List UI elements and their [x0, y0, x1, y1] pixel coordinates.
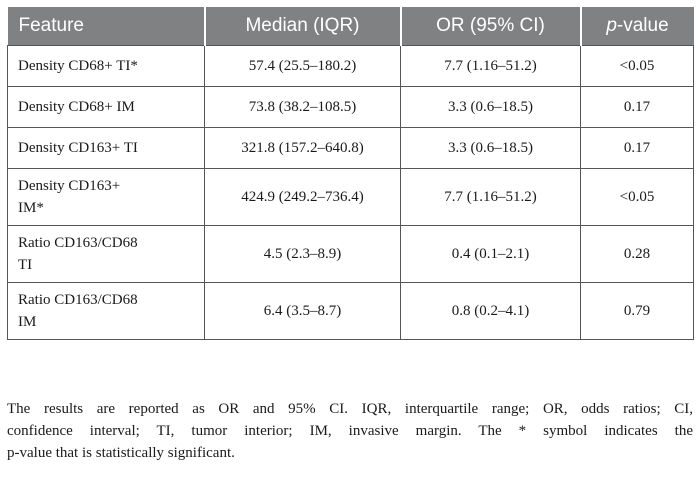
feature-line1: Ratio CD163/CD68 [18, 235, 138, 251]
or-cell: 0.8 (0.2–4.1) [400, 282, 581, 340]
or-cell: 7.7 (1.16–51.2) [400, 168, 581, 226]
median-cell: 57.4 (25.5–180.2) [204, 45, 401, 87]
header-p-value: p-value [580, 7, 694, 46]
feature-line1: Ratio CD163/CD68 [18, 292, 138, 308]
feature-cell: Density CD68+ TI* [7, 45, 205, 87]
header-or-ci: OR (95% CI) [400, 7, 582, 46]
table-row: Density CD68+ IM 73.8 (38.2–108.5) 3.3 (… [7, 86, 694, 128]
table-footnote: The results are reported as OR and 95% C… [7, 398, 693, 464]
feature-cell: Ratio CD163/CD68 TI [7, 225, 205, 283]
header-median-iqr: Median (IQR) [204, 7, 402, 46]
p-value-cell: <0.05 [580, 45, 694, 87]
p-value-cell: <0.05 [580, 168, 694, 226]
median-cell: 321.8 (157.2–640.8) [204, 127, 401, 169]
header-p-value-label: value [623, 15, 669, 36]
footnote-line3: p-value that is statistically significan… [7, 445, 235, 461]
median-cell: 4.5 (2.3–8.9) [204, 225, 401, 283]
feature-cell: Ratio CD163/CD68 IM [7, 282, 205, 340]
header-feature: Feature [7, 7, 206, 46]
feature-line1: Density CD68+ TI* [18, 58, 138, 74]
table-row: Ratio CD163/CD68 IM 6.4 (3.5–8.7) 0.8 (0.… [7, 282, 694, 340]
feature-line2: IM [18, 314, 37, 330]
feature-line1: Density CD163+ TI [18, 140, 138, 156]
table-row: Ratio CD163/CD68 TI 4.5 (2.3–8.9) 0.4 (0.… [7, 225, 694, 283]
feature-cell: Density CD163+ IM* [7, 168, 205, 226]
feature-cell: Density CD68+ IM [7, 86, 205, 128]
header-p-separator: - [616, 15, 624, 36]
table-header-row: Feature Median (IQR) OR (95% CI) p-value [7, 7, 694, 46]
table-row: Density CD68+ TI* 57.4 (25.5–180.2) 7.7 … [7, 45, 694, 87]
results-table-container: Feature Median (IQR) OR (95% CI) p-value… [7, 7, 694, 340]
or-cell: 3.3 (0.6–18.5) [400, 127, 581, 169]
p-value-cell: 0.17 [580, 127, 694, 169]
p-value-cell: 0.28 [580, 225, 694, 283]
table-row: Density CD163+ TI 321.8 (157.2–640.8) 3.… [7, 127, 694, 169]
feature-line2: IM* [18, 200, 44, 216]
results-table: Feature Median (IQR) OR (95% CI) p-value… [7, 7, 694, 340]
median-cell: 424.9 (249.2–736.4) [204, 168, 401, 226]
median-cell: 6.4 (3.5–8.7) [204, 282, 401, 340]
or-cell: 7.7 (1.16–51.2) [400, 45, 581, 87]
footnote-line2: confidence interval; TI, tumor interior;… [7, 423, 693, 439]
feature-line1: Density CD163+ [18, 178, 121, 194]
table-row: Density CD163+ IM* 424.9 (249.2–736.4) 7.… [7, 168, 694, 226]
feature-line2: TI [18, 257, 33, 273]
or-cell: 0.4 (0.1–2.1) [400, 225, 581, 283]
median-cell: 73.8 (38.2–108.5) [204, 86, 401, 128]
feature-line1: Density CD68+ IM [18, 99, 135, 115]
or-cell: 3.3 (0.6–18.5) [400, 86, 581, 128]
p-value-cell: 0.79 [580, 282, 694, 340]
footnote-line1: The results are reported as OR and 95% C… [7, 401, 693, 417]
header-p-italic: p [606, 15, 617, 36]
p-value-cell: 0.17 [580, 86, 694, 128]
feature-cell: Density CD163+ TI [7, 127, 205, 169]
